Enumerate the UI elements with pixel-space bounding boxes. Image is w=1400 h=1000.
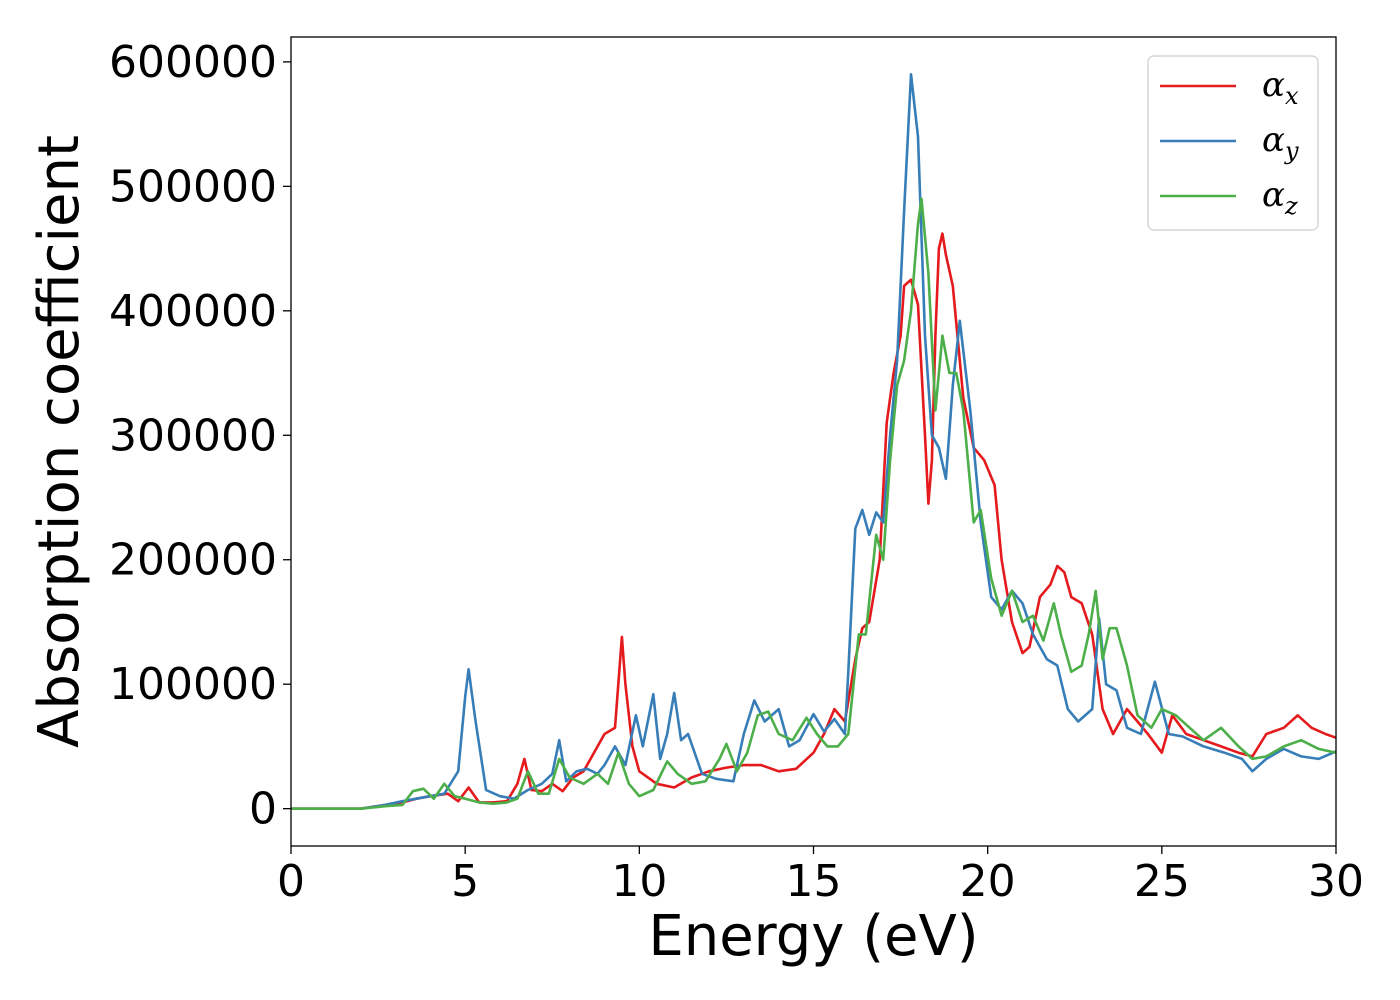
x-tick-label: 30 bbox=[1308, 856, 1364, 907]
x-axis-label: Energy (eV) bbox=[648, 904, 978, 969]
legend-label-x: αx bbox=[1262, 65, 1299, 110]
legend-label-z: αz bbox=[1262, 175, 1298, 220]
legend: αx αy αz bbox=[1147, 55, 1319, 231]
x-tick-label: 10 bbox=[611, 856, 667, 907]
x-tick-label: 0 bbox=[277, 856, 305, 907]
y-tick-label: 300000 bbox=[109, 410, 277, 461]
y-tick-label: 600000 bbox=[109, 37, 277, 88]
x-tick-label: 5 bbox=[451, 856, 479, 907]
legend-label-y: αy bbox=[1262, 120, 1299, 165]
x-tick-label: 25 bbox=[1134, 856, 1190, 907]
y-tick-label: 500000 bbox=[109, 161, 277, 212]
legend-box bbox=[1147, 55, 1319, 231]
x-tick-label: 20 bbox=[960, 856, 1016, 907]
series-line-z bbox=[291, 197, 1336, 810]
x-axis-ticks: 0 5 10 15 20 25 30 bbox=[277, 846, 1364, 907]
y-tick-label: 0 bbox=[249, 784, 277, 835]
y-tick-label: 200000 bbox=[109, 535, 277, 586]
series-lines bbox=[291, 73, 1336, 810]
y-tick-label: 100000 bbox=[109, 659, 277, 710]
series-line-x bbox=[291, 232, 1336, 810]
x-tick-label: 15 bbox=[786, 856, 842, 907]
y-axis-ticks: 0 100000 200000 300000 400000 500000 600000 bbox=[109, 37, 291, 835]
series-line-y bbox=[291, 73, 1336, 810]
y-axis-label: Absorption coefficient bbox=[27, 135, 92, 748]
y-tick-label: 400000 bbox=[109, 286, 277, 337]
